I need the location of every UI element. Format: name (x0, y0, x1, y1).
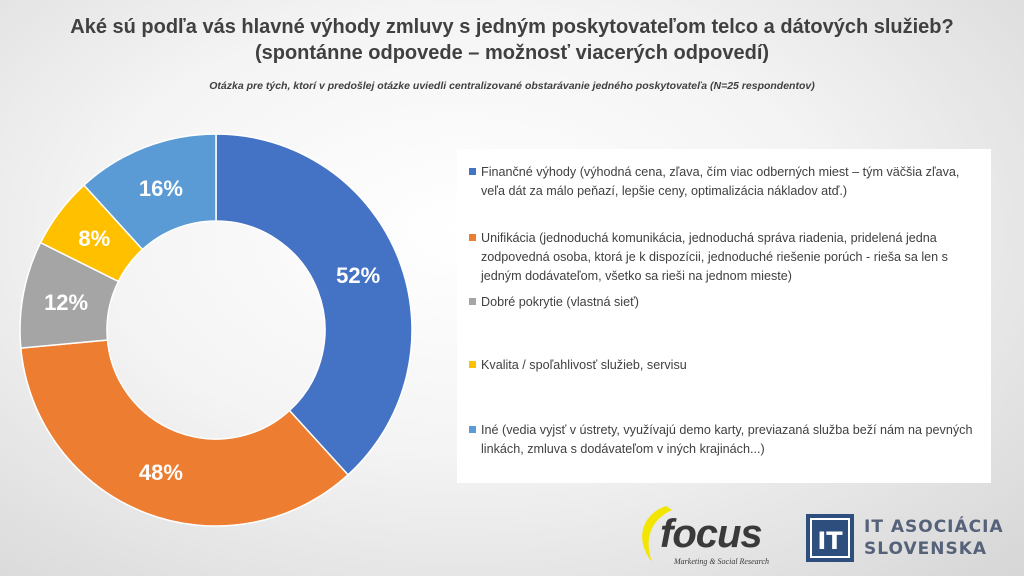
donut-value-ine: 16% (139, 176, 183, 201)
legend-label-pokrytie: Dobré pokrytie (vlastná sieť) (481, 295, 640, 309)
legend-swatch-pokrytie (469, 298, 476, 305)
donut-slice-unifikacia (20, 339, 350, 527)
chart-title: Aké sú podľa vás hlavné výhody zmluvy s … (40, 14, 984, 66)
legend-swatch-ine (469, 426, 476, 433)
it-asociacia-line1: IT ASOCIÁCIA (864, 517, 1004, 537)
legend-swatch-unifikacia (469, 234, 476, 241)
legend-label-financne: Finančné výhody (výhodná cena, zľava, čí… (481, 165, 960, 198)
it-asociacia-logo: IT IT ASOCIÁCIA SLOVENSKA (806, 514, 1006, 564)
chart-legend: Finančné výhody (výhodná cena, zľava, čí… (457, 149, 991, 483)
focus-logo-word: focus (660, 512, 763, 556)
focus-logo-tagline: Marketing & Social Research (674, 557, 770, 566)
it-asociacia-text: IT ASOCIÁCIA SLOVENSKA (864, 516, 1004, 560)
legend-label-kvalita: Kvalita / spoľahlivosť služieb, servisu (481, 358, 687, 372)
donut-label-unifikacia: 48% (137, 457, 184, 488)
legend-item-pokrytie: Dobré pokrytie (vlastná sieť) (469, 293, 981, 312)
legend-swatch-kvalita (469, 361, 476, 368)
focus-swoosh-icon (642, 506, 672, 562)
donut-value-financne: 52% (336, 263, 380, 288)
legend-item-ine: Iné (vedia vyjsť v ústrety, využívajú de… (469, 421, 981, 459)
chart-subtitle: Otázka pre tých, ktorí v predošlej otázk… (209, 80, 815, 92)
it-asociacia-mark-text: IT (817, 527, 843, 555)
donut-value-unifikacia: 48% (139, 460, 183, 485)
legend-item-financne: Finančné výhody (výhodná cena, zľava, čí… (469, 163, 981, 201)
donut-label-pokrytie: 12% (43, 286, 90, 317)
chart-title-line1: Aké sú podľa vás hlavné výhody zmluvy s … (70, 16, 954, 38)
donut-label-financne: 52% (335, 259, 382, 290)
legend-label-unifikacia: Unifikácia (jednoduchá komunikácia, jedn… (481, 231, 948, 283)
donut-value-pokrytie: 12% (44, 290, 88, 315)
legend-swatch-financne (469, 168, 476, 175)
legend-item-kvalita: Kvalita / spoľahlivosť služieb, servisu (469, 356, 981, 375)
donut-value-kvalita: 8% (78, 226, 110, 251)
it-asociacia-line2: SLOVENSKA (864, 539, 988, 559)
legend-item-unifikacia: Unifikácia (jednoduchá komunikácia, jedn… (469, 229, 981, 286)
it-asociacia-mark-icon: IT (806, 514, 854, 562)
chart-title-line2: (spontánne odpovede – možnosť viacerých … (254, 42, 770, 64)
legend-label-ine: Iné (vedia vyjsť v ústrety, využívajú de… (481, 423, 973, 456)
donut-label-ine: 16% (137, 172, 184, 203)
focus-logo: focus Marketing & Social Research (632, 500, 782, 570)
donut-slice-financne (215, 133, 413, 476)
donut-label-kvalita: 8% (77, 223, 112, 254)
